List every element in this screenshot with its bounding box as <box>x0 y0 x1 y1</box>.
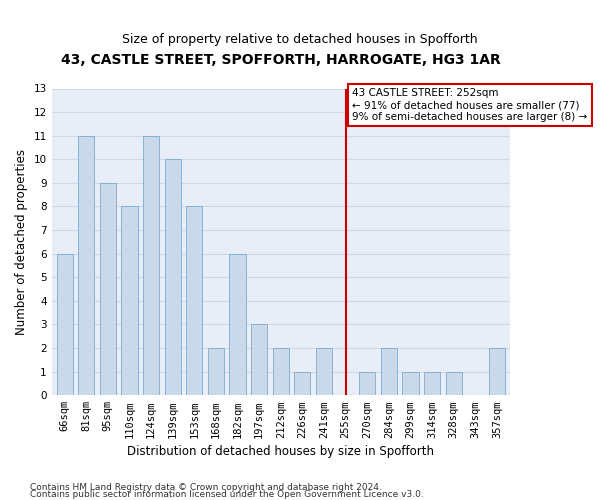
Bar <box>56 254 73 395</box>
Bar <box>381 348 397 395</box>
Title: 43, CASTLE STREET, SPOFFORTH, HARROGATE, HG3 1AR: 43, CASTLE STREET, SPOFFORTH, HARROGATE,… <box>61 52 500 66</box>
Bar <box>359 372 376 395</box>
Bar <box>143 136 159 395</box>
Bar <box>164 160 181 395</box>
Text: Contains HM Land Registry data © Crown copyright and database right 2024.: Contains HM Land Registry data © Crown c… <box>30 484 382 492</box>
Y-axis label: Number of detached properties: Number of detached properties <box>15 149 28 335</box>
Text: Size of property relative to detached houses in Spofforth: Size of property relative to detached ho… <box>122 32 478 46</box>
Bar <box>489 348 505 395</box>
Text: Contains public sector information licensed under the Open Government Licence v3: Contains public sector information licen… <box>30 490 424 499</box>
Bar <box>186 206 202 395</box>
Bar <box>251 324 267 395</box>
Bar <box>100 183 116 395</box>
Bar <box>446 372 462 395</box>
Bar <box>403 372 419 395</box>
Bar <box>424 372 440 395</box>
Bar <box>316 348 332 395</box>
X-axis label: Distribution of detached houses by size in Spofforth: Distribution of detached houses by size … <box>127 444 434 458</box>
Bar <box>121 206 137 395</box>
Bar <box>272 348 289 395</box>
Text: 43 CASTLE STREET: 252sqm
← 91% of detached houses are smaller (77)
9% of semi-de: 43 CASTLE STREET: 252sqm ← 91% of detach… <box>352 88 587 122</box>
Bar <box>78 136 94 395</box>
Bar <box>229 254 245 395</box>
Bar <box>294 372 310 395</box>
Bar <box>208 348 224 395</box>
